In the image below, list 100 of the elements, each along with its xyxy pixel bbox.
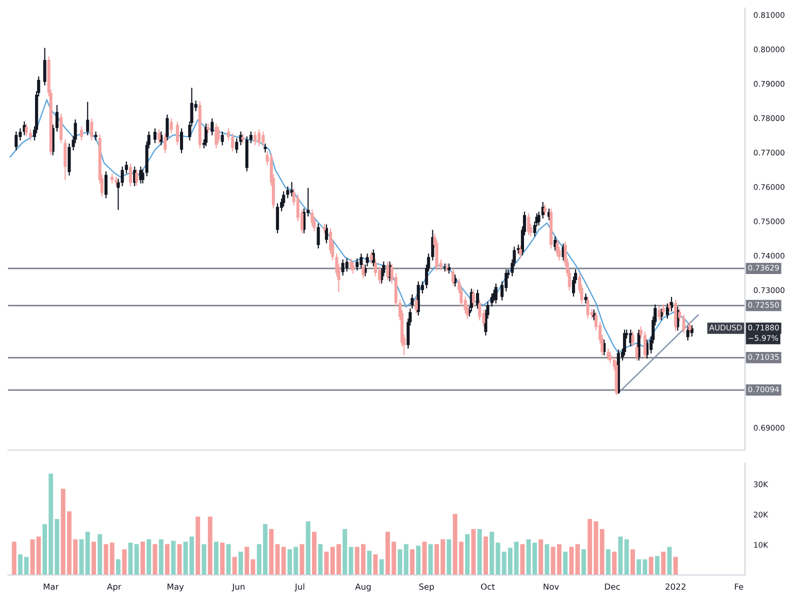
candlestick xyxy=(688,321,692,334)
candlestick xyxy=(608,351,612,364)
x-tick-label: Jun xyxy=(232,584,244,592)
candlestick xyxy=(24,123,28,137)
x-tick-label: Mar xyxy=(44,584,59,590)
candlestick xyxy=(128,162,132,187)
bar xyxy=(232,556,237,575)
candlestick xyxy=(264,142,267,154)
candlestick xyxy=(643,331,646,360)
candlestick xyxy=(658,306,661,321)
candlestick xyxy=(662,304,665,316)
bar xyxy=(146,539,152,575)
bar xyxy=(306,521,310,575)
candlestick xyxy=(472,289,476,308)
bar xyxy=(428,544,433,575)
candlestick xyxy=(239,130,242,146)
bar xyxy=(318,544,323,575)
candlestick xyxy=(231,132,234,152)
candlestick xyxy=(86,101,90,136)
x-tick-label: Aug xyxy=(355,584,371,592)
candlestick xyxy=(90,118,94,141)
candlestick xyxy=(414,296,418,314)
bar xyxy=(92,542,96,575)
bar xyxy=(600,528,604,575)
x-tick-label: Fe xyxy=(734,584,744,590)
bar xyxy=(538,539,544,575)
candlestick xyxy=(80,126,84,141)
x-tick-label: Sep xyxy=(419,583,434,592)
bar xyxy=(312,532,316,575)
candlestick xyxy=(316,223,320,249)
bar xyxy=(569,546,574,575)
candlestick xyxy=(164,132,167,154)
candlestick xyxy=(262,130,265,147)
candlestick xyxy=(639,326,642,340)
bar xyxy=(446,539,452,575)
bar xyxy=(12,542,16,575)
candlestick xyxy=(666,302,669,320)
candlestick xyxy=(124,160,128,174)
candlestick xyxy=(104,170,108,199)
bar xyxy=(477,528,482,575)
bar xyxy=(158,539,164,575)
candlestick xyxy=(141,168,144,184)
bar xyxy=(398,549,402,575)
bar xyxy=(465,534,470,575)
candlestick xyxy=(204,123,208,147)
candlestick xyxy=(543,204,546,216)
candlestick xyxy=(14,130,18,151)
candlestick xyxy=(360,253,363,269)
candlestick xyxy=(586,296,590,320)
candlestick xyxy=(345,258,348,272)
candlestick xyxy=(120,166,124,187)
candlestick xyxy=(282,190,286,208)
candlestick xyxy=(356,258,359,272)
candlestick xyxy=(410,294,414,310)
candlestick xyxy=(153,128,157,144)
candlestick xyxy=(253,130,257,146)
bar xyxy=(196,516,200,575)
candlestick xyxy=(370,250,373,264)
bar xyxy=(171,540,176,575)
bar xyxy=(667,546,672,575)
bar xyxy=(134,544,139,575)
bar xyxy=(483,536,488,575)
bar xyxy=(471,528,476,575)
x-tick-label: Nov xyxy=(544,584,559,590)
bar xyxy=(98,534,102,575)
bar xyxy=(661,552,666,575)
candlestick xyxy=(494,282,498,304)
bar xyxy=(618,536,623,575)
bar xyxy=(226,544,231,575)
bar xyxy=(422,542,427,575)
bar xyxy=(220,542,225,575)
candlestick xyxy=(476,289,480,310)
candlestick xyxy=(220,130,224,146)
candlestick xyxy=(241,132,244,144)
candlestick xyxy=(276,202,280,234)
candlestick xyxy=(249,130,252,144)
bar xyxy=(624,539,629,575)
bar xyxy=(36,536,41,575)
bar xyxy=(575,544,580,575)
bar xyxy=(85,532,90,575)
candlestick xyxy=(258,128,261,147)
candlestick xyxy=(386,260,390,281)
line-series xyxy=(9,99,691,354)
bar xyxy=(122,549,127,575)
bar xyxy=(128,542,133,575)
candlestick xyxy=(341,258,344,276)
bar xyxy=(214,542,218,575)
bar xyxy=(544,544,550,575)
candlestick xyxy=(176,120,179,146)
bar xyxy=(612,552,617,575)
bar xyxy=(563,552,568,575)
bar xyxy=(140,542,145,575)
candlestick xyxy=(135,168,138,186)
candlestick xyxy=(286,186,290,199)
candlestick xyxy=(170,118,173,134)
bar xyxy=(520,544,525,575)
bar xyxy=(673,556,678,575)
candlestick xyxy=(635,343,638,362)
bar xyxy=(324,552,329,575)
bar xyxy=(110,542,114,575)
